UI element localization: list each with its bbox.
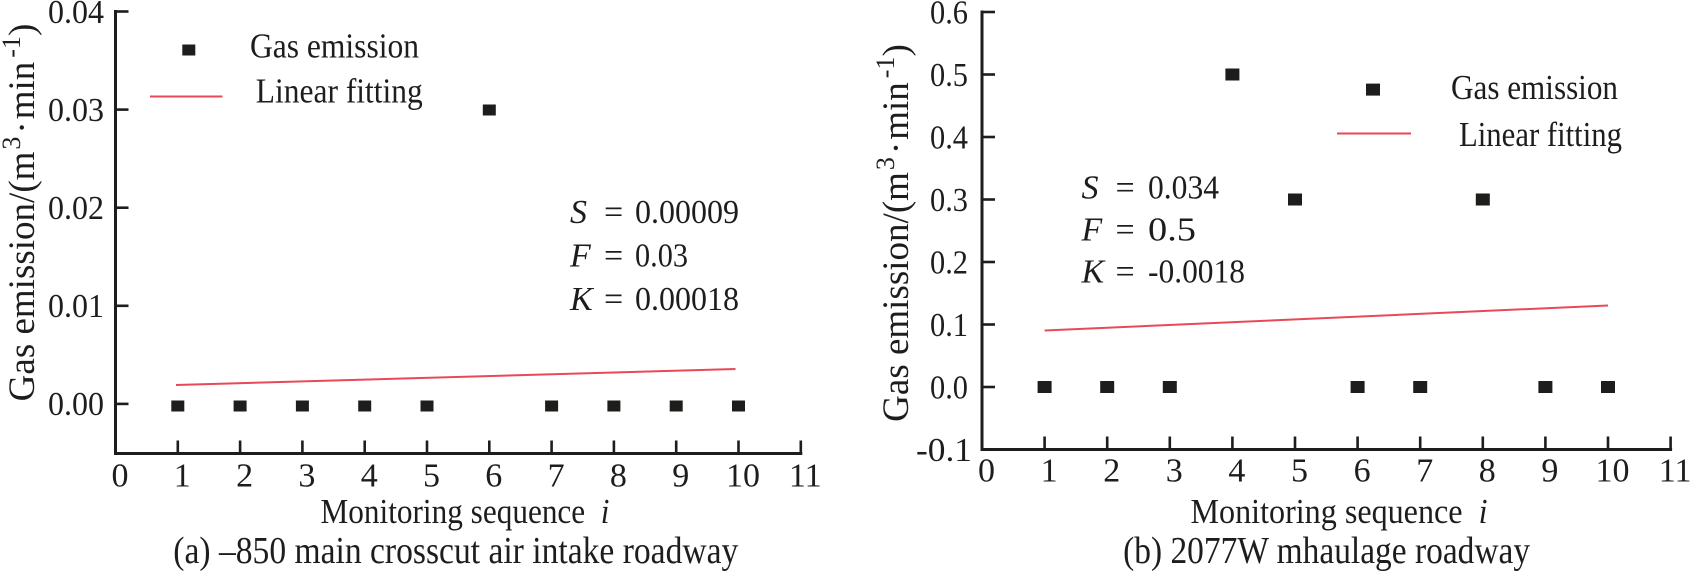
svg-text:(b) 2077W mhaulage roadway: (b) 2077W mhaulage roadway [1123,530,1530,571]
svg-text:2: 2 [1103,453,1120,490]
svg-text:7: 7 [548,458,565,495]
svg-text:F: F [1081,212,1104,249]
svg-text:Gas emission: Gas emission [1451,68,1618,107]
svg-text:6: 6 [1354,453,1371,490]
svg-text:Linear fitting: Linear fitting [256,72,423,111]
svg-text:S: S [1082,170,1099,207]
svg-text:0.00009: 0.00009 [635,194,739,231]
svg-text:7: 7 [1416,453,1433,490]
svg-text:4: 4 [1228,453,1245,490]
svg-text:0.1: 0.1 [930,307,968,344]
svg-text:Linear fitting: Linear fitting [1459,115,1622,154]
svg-text:0.00: 0.00 [48,386,104,423]
svg-text:S: S [570,194,587,231]
svg-text:0.5: 0.5 [930,57,968,94]
svg-text:3: 3 [1166,453,1183,490]
svg-text:0.3: 0.3 [930,182,968,219]
svg-text:=: = [1116,170,1135,207]
svg-text:K: K [1081,254,1107,291]
svg-text:9: 9 [672,458,689,495]
svg-text:0: 0 [112,458,129,495]
svg-text:=: = [604,194,623,231]
svg-text:11: 11 [1659,453,1690,490]
svg-text:11: 11 [789,458,822,495]
svg-text:2: 2 [236,458,253,495]
svg-text:Monitoring sequence i: Monitoring sequence i [1191,492,1488,531]
svg-text:10: 10 [726,458,760,495]
svg-text:5: 5 [1291,453,1308,490]
svg-text:0.00018: 0.00018 [635,281,739,318]
svg-text:0.04: 0.04 [48,0,104,31]
svg-text:0: 0 [978,453,995,490]
svg-text:=: = [604,238,623,275]
svg-text:8: 8 [1479,453,1496,490]
svg-text:=: = [604,281,623,318]
svg-text:6: 6 [485,458,502,495]
svg-text:0.03: 0.03 [48,92,104,129]
svg-text:4: 4 [361,458,378,495]
svg-text:=: = [1116,254,1135,291]
svg-text:Gas emission/(m3·min-1): Gas emission/(m3·min-1) [871,44,917,422]
svg-text:Monitoring sequence i: Monitoring sequence i [321,492,610,531]
svg-text:0.2: 0.2 [930,244,968,281]
svg-text:0.0: 0.0 [930,369,968,406]
svg-text:0.02: 0.02 [48,190,104,227]
svg-text:Gas emission: Gas emission [250,27,419,66]
svg-text:Gas emission/(m3·min-1): Gas emission/(m3·min-1) [0,24,43,402]
svg-text:-0.0018: -0.0018 [1148,254,1245,291]
svg-text:F: F [569,238,592,275]
svg-text:(a) –850 main crosscut air int: (a) –850 main crosscut air intake roadwa… [173,530,738,571]
svg-text:0.034: 0.034 [1148,170,1219,207]
svg-text:0.01: 0.01 [48,288,104,325]
svg-text:0.6: 0.6 [930,0,968,31]
svg-text:10: 10 [1596,453,1630,490]
svg-text:9: 9 [1541,453,1558,490]
svg-text:0.4: 0.4 [930,119,968,156]
svg-text:3: 3 [298,458,315,495]
svg-text:0.03: 0.03 [635,238,688,275]
svg-text:-0.1: -0.1 [916,432,972,469]
svg-text:0.5: 0.5 [1148,212,1196,249]
svg-text:K: K [569,281,595,318]
svg-text:8: 8 [610,458,627,495]
svg-text:5: 5 [423,458,440,495]
svg-text:=: = [1116,212,1135,249]
svg-text:1: 1 [1041,453,1058,490]
svg-text:1: 1 [174,458,191,495]
